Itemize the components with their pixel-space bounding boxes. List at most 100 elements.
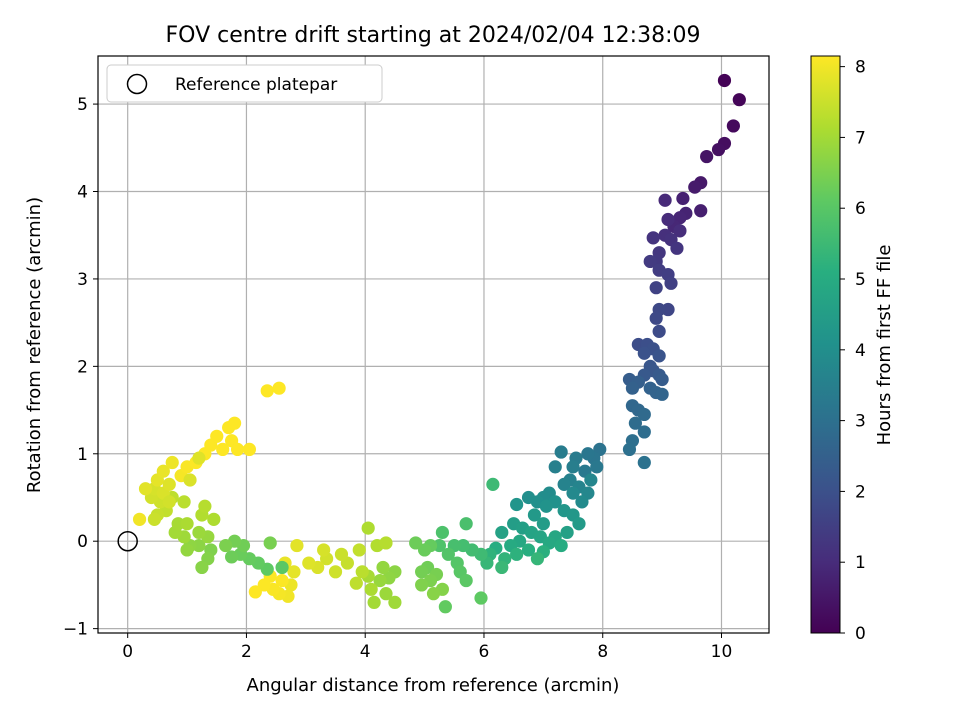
- data-point: [367, 595, 381, 610]
- y-axis-label: Rotation from reference (arcmin): [24, 197, 45, 493]
- data-point: [646, 231, 660, 245]
- colorbar-tick-label: 3: [855, 412, 866, 432]
- data-point: [560, 525, 574, 540]
- data-point: [415, 578, 429, 592]
- data-point: [566, 486, 580, 500]
- x-tick-label: 6: [479, 642, 490, 662]
- data-point: [225, 550, 239, 564]
- legend-open-circle-icon: [126, 73, 148, 95]
- data-point: [495, 560, 509, 575]
- data-point: [726, 119, 740, 133]
- data-point: [242, 442, 257, 457]
- data-point: [649, 281, 663, 295]
- data-point: [138, 482, 153, 496]
- data-point: [539, 499, 553, 513]
- data-point: [207, 512, 221, 526]
- data-point: [355, 565, 369, 579]
- data-point: [510, 497, 524, 512]
- data-point: [147, 512, 162, 526]
- data-point: [435, 525, 450, 540]
- y-axis-ticks: −1 0 1 2 3 4 5: [63, 95, 98, 640]
- data-point: [510, 547, 524, 561]
- legend-box: [106, 64, 383, 103]
- data-point: [661, 212, 675, 227]
- data-point: [628, 416, 642, 430]
- data-point: [132, 512, 147, 526]
- data-point: [198, 499, 212, 513]
- data-point: [349, 576, 363, 590]
- data-point: [459, 517, 473, 531]
- data-point: [637, 346, 651, 360]
- data-point: [554, 538, 568, 553]
- colorbar-tick-label: 6: [855, 199, 866, 219]
- data-point: [263, 536, 277, 550]
- data-point: [364, 582, 378, 596]
- data-point: [673, 224, 687, 238]
- data-point: [557, 477, 571, 491]
- data-point: [409, 536, 423, 550]
- data-point: [652, 349, 666, 363]
- data-point: [216, 442, 230, 457]
- scatter-points: [132, 73, 746, 614]
- data-point: [670, 241, 684, 255]
- colorbar-tick-label: 5: [855, 270, 866, 290]
- data-point: [438, 600, 452, 614]
- data-point: [637, 455, 651, 470]
- data-point: [302, 556, 316, 570]
- data-point: [521, 543, 536, 557]
- data-point: [536, 517, 550, 531]
- data-point: [180, 543, 194, 557]
- legend-label: Reference platepar: [175, 75, 337, 95]
- y-tick-label: 1: [77, 445, 88, 465]
- data-point: [486, 477, 500, 491]
- y-tick-label: −1: [63, 620, 88, 640]
- data-point: [575, 495, 589, 509]
- colorbar-tick-label: 8: [855, 58, 866, 78]
- data-point: [183, 473, 197, 487]
- data-point: [334, 547, 349, 561]
- colorbar-fill: [810, 55, 841, 634]
- x-tick-label: 2: [241, 642, 252, 662]
- data-point: [227, 416, 242, 430]
- colorbar-tick-label: 4: [855, 341, 866, 361]
- y-tick-label: 4: [77, 183, 88, 203]
- x-tick-label: 8: [597, 642, 608, 662]
- data-point: [379, 587, 393, 601]
- data-point: [572, 517, 586, 531]
- data-point: [664, 276, 678, 290]
- data-point: [474, 591, 488, 605]
- data-point: [260, 384, 274, 398]
- data-point: [441, 547, 455, 561]
- colorbar-tick-label: 7: [855, 128, 866, 148]
- colorbar-label: Hours from first FF file: [874, 245, 895, 446]
- data-point: [257, 578, 271, 592]
- x-axis-label: Angular distance from reference (arcmin): [247, 675, 620, 696]
- data-point: [676, 191, 690, 206]
- data-point: [643, 254, 657, 269]
- data-point: [625, 381, 640, 395]
- data-point: [287, 565, 301, 579]
- data-point: [548, 460, 562, 474]
- data-point: [156, 464, 170, 478]
- y-tick-label: 3: [77, 270, 88, 290]
- data-point: [361, 521, 375, 535]
- data-point: [328, 565, 343, 579]
- data-point: [554, 445, 568, 459]
- data-point: [658, 193, 672, 207]
- data-point: [530, 552, 545, 566]
- data-point: [352, 543, 366, 557]
- plot-frame: [97, 55, 770, 634]
- x-tick-label: 4: [360, 642, 371, 662]
- data-point: [415, 565, 429, 579]
- data-point: [192, 451, 206, 465]
- data-point: [700, 149, 714, 164]
- colorbar: 0 1 2 3 4 5 6 7 8 Hours from first FF file: [810, 55, 895, 644]
- data-point: [527, 508, 542, 522]
- colorbar-tick-label: 0: [855, 624, 866, 644]
- data-point: [317, 543, 331, 557]
- data-point: [590, 460, 604, 474]
- data-point: [275, 573, 289, 588]
- y-tick-label: 0: [77, 532, 88, 552]
- data-point: [581, 447, 595, 461]
- data-point: [210, 429, 224, 443]
